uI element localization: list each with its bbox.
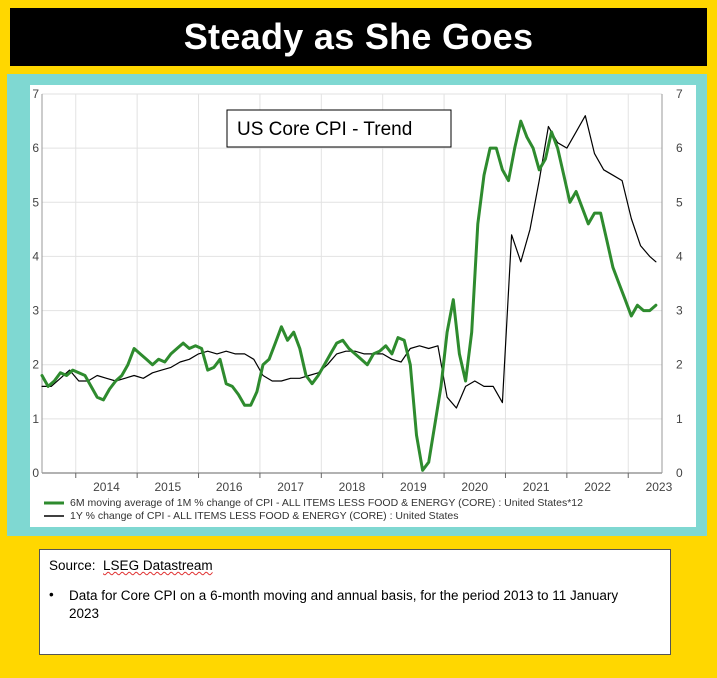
y-tick-label-right: 1 [676, 412, 683, 426]
y-tick-label-left: 4 [32, 249, 39, 263]
x-tick-label: 2023 [646, 480, 673, 494]
x-tick-label: 2019 [400, 480, 427, 494]
y-tick-label-right: 6 [676, 141, 683, 155]
inset-title-box [226, 109, 452, 148]
bullet-text: Data for Core CPI on a 6-month moving an… [69, 588, 619, 621]
y-tick-label-right: 5 [676, 195, 683, 209]
series-line-6m-average [40, 119, 658, 472]
y-tick-label-left: 1 [32, 412, 39, 426]
x-tick-label: 2022 [584, 480, 611, 494]
bullet-icon: • [49, 587, 54, 602]
x-tick-label: 2021 [523, 480, 550, 494]
series-line-1y-change [41, 115, 657, 409]
x-tick-label: 2020 [461, 480, 488, 494]
page-title: Steady as She Goes [183, 16, 534, 57]
y-tick-label-left: 7 [32, 87, 39, 101]
x-tick-label: 2015 [154, 480, 181, 494]
source-label: Source: [49, 558, 96, 573]
x-tick-label: 2016 [216, 480, 243, 494]
source-note-box: Source: LSEG Datastream • Data for Core … [39, 549, 671, 655]
list-item: • Data for Core CPI on a 6-month moving … [49, 587, 629, 623]
x-tick-label: 2014 [93, 480, 120, 494]
y-tick-label-right: 2 [676, 358, 683, 372]
y-tick-label-left: 6 [32, 141, 39, 155]
legend-label: 1Y % change of CPI - ALL ITEMS LESS FOOD… [70, 510, 458, 522]
source-line: Source: LSEG Datastream [49, 558, 213, 573]
y-tick-label-left: 3 [32, 304, 39, 318]
y-tick-label-left: 2 [32, 358, 39, 372]
title-banner: Steady as She Goes [10, 8, 707, 66]
y-tick-label-right: 7 [676, 87, 683, 101]
y-tick-label-left: 5 [32, 195, 39, 209]
y-tick-label-right: 0 [676, 466, 683, 480]
y-tick-label-left: 0 [32, 466, 39, 480]
y-tick-label-right: 3 [676, 304, 683, 318]
chart-panel: 0 0 1 1 2 2 3 3 4 4 5 5 6 6 7 7 2014 2015 2016 2017 2018 2019… [30, 85, 696, 527]
legend-label: 6M moving average of 1M % change of CPI … [70, 497, 583, 509]
chart-title: US Core CPI - Trend [237, 119, 412, 140]
source-name: LSEG Datastream [103, 558, 213, 573]
cpi-line-chart: 0 0 1 1 2 2 3 3 4 4 5 5 6 6 7 7 2014 2015 2016 2017 2018 2019… [32, 87, 683, 522]
y-tick-label-right: 4 [676, 249, 683, 263]
x-tick-label: 2018 [339, 480, 366, 494]
x-tick-label: 2017 [277, 480, 304, 494]
